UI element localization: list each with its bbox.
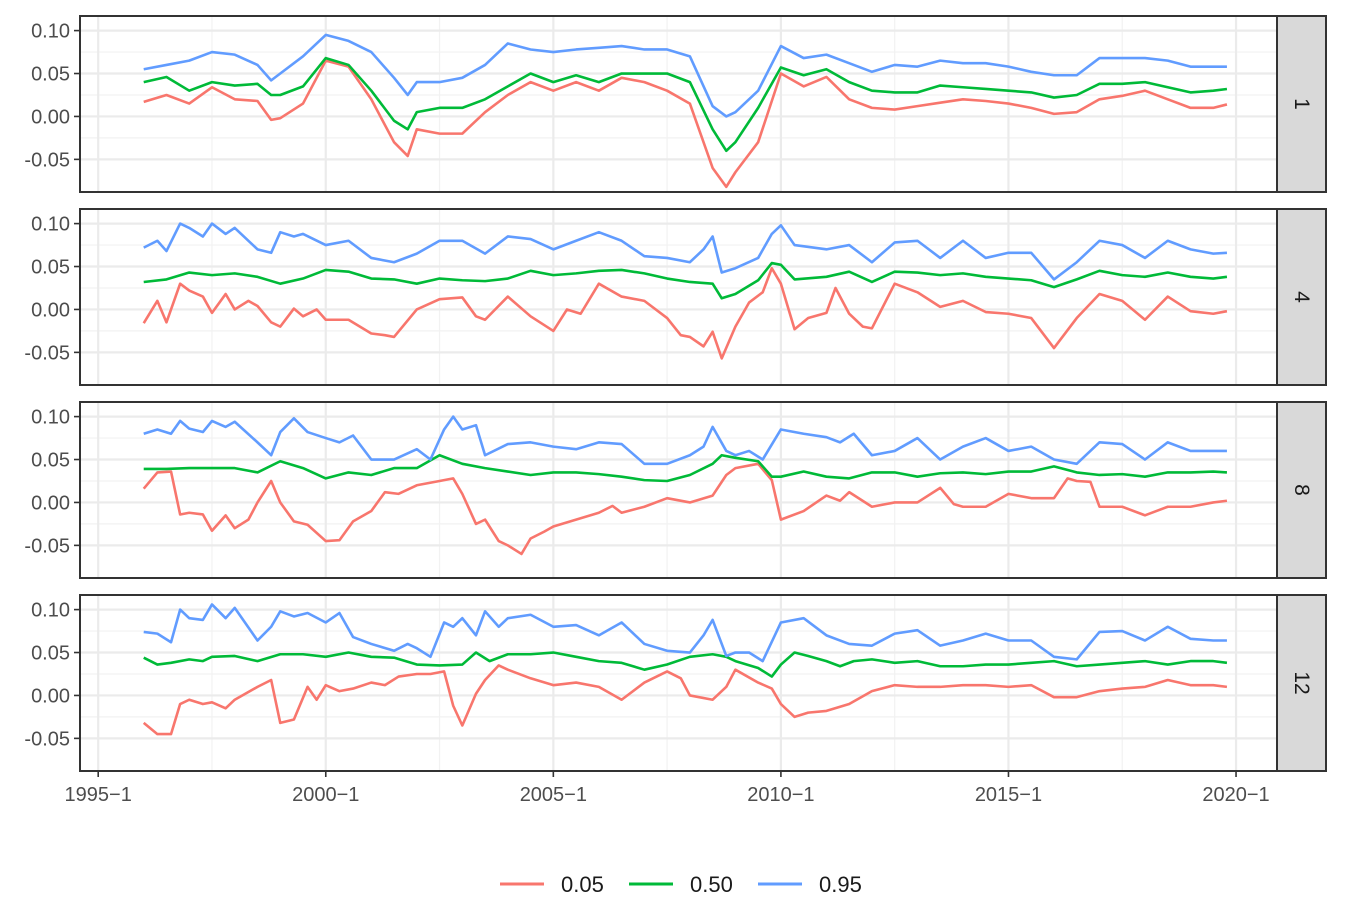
panel-4: 0.10 0.05 0.00 -0.05 4 <box>24 208 1327 386</box>
panel-background <box>80 595 1277 771</box>
y-tick-label: -0.05 <box>24 342 70 364</box>
y-tick-label: 0.10 <box>31 214 70 236</box>
x-tick-label: 2015−1 <box>975 784 1042 806</box>
x-axis: 1995−1 2000−1 2005−1 2010−1 2015−1 2020−1 <box>65 771 1270 806</box>
y-tick-label: 0.10 <box>31 407 70 429</box>
x-tick-label: 1995−1 <box>65 784 132 806</box>
series-line-0_50 <box>143 261 1228 300</box>
series-line-0_05 <box>142 664 1228 736</box>
panel-12: 0.10 0.05 0.00 -0.05 12 <box>24 594 1327 772</box>
legend-label: 0.50 <box>690 872 733 897</box>
x-tick-label: 2020−1 <box>1202 784 1269 806</box>
series-line-0_05 <box>142 462 1228 556</box>
y-tick-label: 0.00 <box>31 299 70 321</box>
legend-label: 0.05 <box>561 872 604 897</box>
panel-background <box>80 402 1277 578</box>
series-line-0_95 <box>143 222 1228 281</box>
panel-background <box>80 209 1277 385</box>
series-line-0_95 <box>143 33 1227 118</box>
facet-strip-label: 1 <box>1290 98 1313 110</box>
series-line-0_05 <box>142 266 1228 360</box>
panel-1: 0.10 0.05 0.00 -0.05 1 <box>24 15 1327 193</box>
legend-item-0_95: 0.95 <box>758 872 862 897</box>
legend: 0.05 0.50 0.95 <box>500 872 862 897</box>
facet-strip <box>1276 208 1327 386</box>
series-line-0_95 <box>143 603 1227 663</box>
y-tick-label: 0.10 <box>31 600 70 622</box>
series-line-0_05 <box>143 59 1228 189</box>
x-tick-label: 2005−1 <box>520 784 587 806</box>
y-tick-label: -0.05 <box>24 535 70 557</box>
x-tick-label: 2010−1 <box>747 784 814 806</box>
legend-item-0_50: 0.50 <box>629 872 733 897</box>
panel-8: 0.10 0.05 0.00 -0.05 8 <box>24 401 1327 579</box>
facet-strip-label: 12 <box>1290 671 1313 694</box>
y-tick-label: 0.05 <box>31 64 70 86</box>
series-line-0_95 <box>143 415 1227 466</box>
y-tick-label: -0.05 <box>24 728 70 750</box>
series-line-0_50 <box>143 651 1228 678</box>
facet-strip <box>1276 401 1327 579</box>
y-tick-label: 0.00 <box>31 492 70 514</box>
y-tick-label: 0.05 <box>31 257 70 279</box>
panels: 0.100.050.00-0.0510.100.050.00-0.0540.10… <box>24 15 1327 772</box>
panel-background <box>80 16 1277 192</box>
legend-label: 0.95 <box>819 872 862 897</box>
facet-strip <box>1276 594 1327 772</box>
legend-item-0_05: 0.05 <box>500 872 604 897</box>
facet-strip-label: 8 <box>1290 484 1313 496</box>
y-tick-label: 0.00 <box>31 106 70 128</box>
facet-strip-label: 4 <box>1290 291 1313 303</box>
facet-strip <box>1276 15 1327 193</box>
y-tick-label: 0.10 <box>31 21 70 43</box>
series-line-0_50 <box>143 56 1228 153</box>
x-tick-label: 2000−1 <box>292 784 359 806</box>
y-tick-label: 0.00 <box>31 685 70 707</box>
y-tick-label: -0.05 <box>24 149 70 171</box>
y-tick-label: 0.05 <box>31 643 70 665</box>
series-line-0_50 <box>143 453 1228 483</box>
y-tick-label: 0.05 <box>31 450 70 472</box>
